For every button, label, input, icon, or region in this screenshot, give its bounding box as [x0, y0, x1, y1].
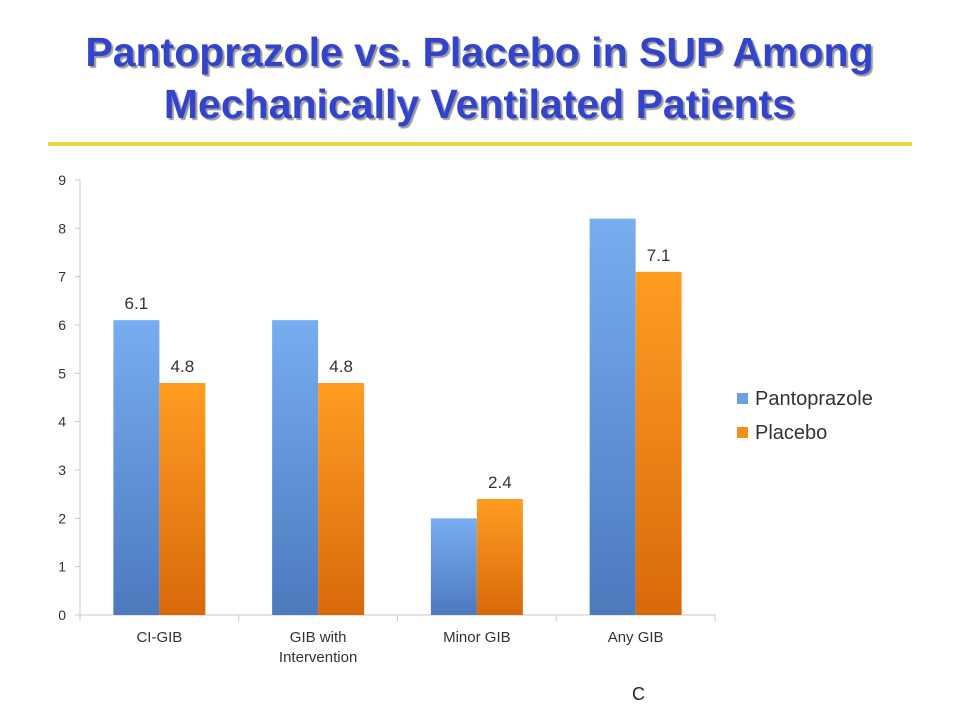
slide-title: Pantoprazole vs. Placebo in SUP Among Me…	[0, 26, 959, 130]
y-tick-label: 9	[58, 172, 66, 188]
data-label: 4.8	[171, 357, 195, 376]
data-label: 2.4	[488, 473, 512, 492]
bar-placebo	[318, 383, 365, 615]
title-line-2: Mechanically Ventilated Patients	[163, 81, 796, 127]
legend-label-pantoprazole: Pantoprazole	[755, 388, 873, 410]
x-tick-label: GIB with	[290, 629, 347, 646]
y-tick-label: 7	[58, 269, 66, 285]
y-tick-label: 5	[58, 365, 66, 381]
y-tick-label: 0	[58, 607, 66, 623]
bar-placebo	[476, 499, 523, 615]
data-label: 4.8	[329, 357, 353, 376]
y-tick-label: 3	[58, 462, 66, 478]
bar-pantoprazole	[272, 320, 319, 615]
legend-swatch-pantoprazole	[737, 393, 748, 404]
data-label: 6.1	[125, 294, 149, 313]
data-label: 7.1	[647, 246, 671, 265]
title-underline	[48, 142, 912, 146]
bar-pantoprazole	[589, 218, 636, 615]
bar-placebo	[635, 271, 682, 615]
legend-swatch-placebo	[737, 427, 748, 438]
x-tick-label: Any GIB	[608, 629, 664, 646]
y-tick-label: 8	[58, 220, 66, 236]
bar-placebo	[159, 383, 206, 615]
title-line-1: Pantoprazole vs. Placebo in SUP Among	[85, 29, 874, 75]
bar-pantoprazole	[430, 518, 477, 615]
x-tick-label: CI-GIB	[136, 629, 182, 646]
y-tick-label: 2	[58, 510, 66, 526]
bar-chart: 0 1 2 3 4 5 6 7 8 9 6.1 4.8 CI-GIB 4.8 GIB with Interve…	[58, 172, 873, 666]
legend-label-placebo: Placebo	[755, 422, 827, 444]
bar-pantoprazole	[113, 320, 160, 615]
x-tick-label: Intervention	[279, 649, 357, 666]
y-tick-label: 4	[58, 414, 66, 430]
footer-fragment: C	[632, 684, 645, 704]
x-tick-label: Minor GIB	[443, 629, 511, 646]
y-tick-label: 1	[58, 559, 66, 575]
y-tick-label: 6	[58, 317, 66, 333]
